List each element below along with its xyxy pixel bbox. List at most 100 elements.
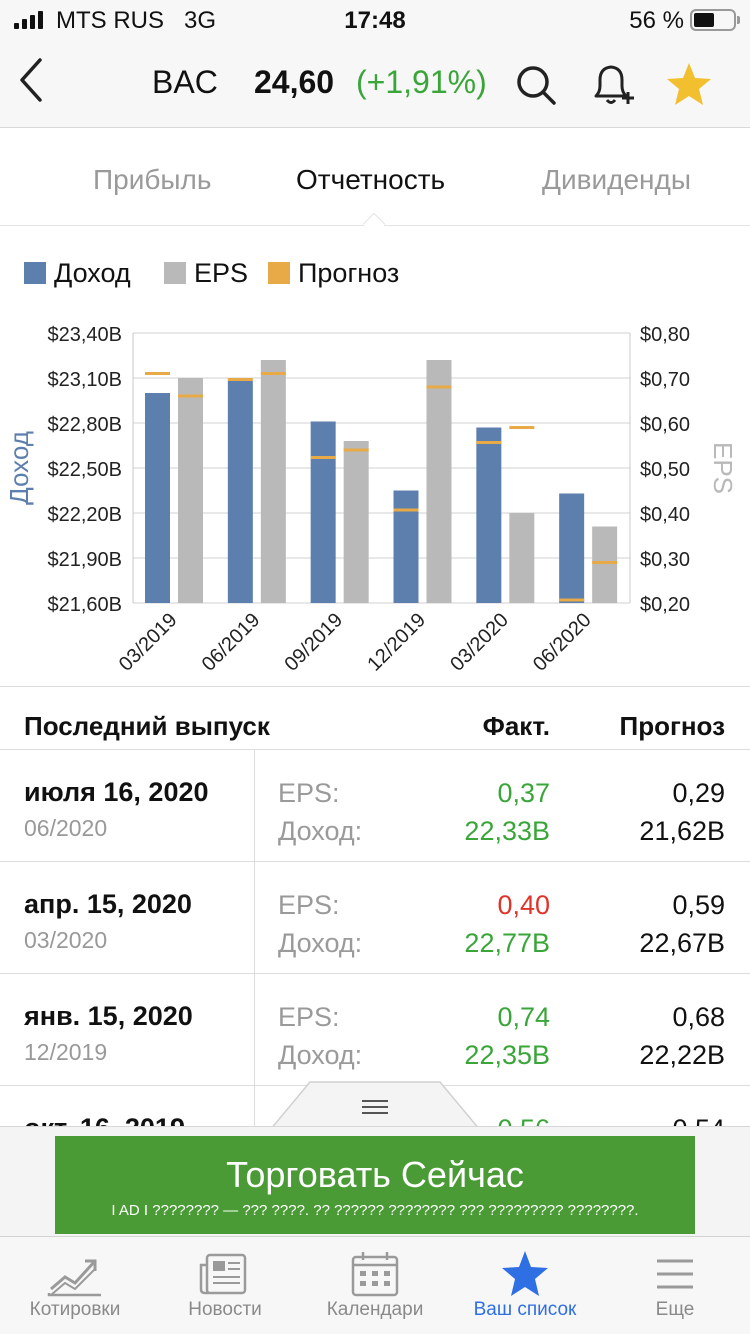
table-header: Последний выпуск Факт. Прогноз	[0, 686, 750, 750]
revenue-actual: 22,33B	[464, 816, 550, 846]
revenue-bar	[227, 381, 253, 603]
newspaper-icon	[199, 1253, 247, 1295]
ad-title: Торговать Сейчас	[226, 1154, 524, 1195]
fiscal-period: 06/2020	[24, 815, 108, 841]
tab-calendars[interactable]: Календари	[300, 1237, 450, 1334]
revenue-bar	[310, 421, 336, 603]
tab-profit[interactable]: Прибыль	[93, 164, 212, 195]
revenue-forecast-mark	[559, 598, 585, 602]
legend-revenue: Доход	[24, 256, 131, 290]
eps-bar	[592, 526, 618, 603]
tab-label: Новости	[188, 1299, 262, 1320]
eps-forecast: 0,68	[672, 1002, 725, 1032]
y2-axis-title: EPS	[708, 442, 738, 494]
eps-forecast: 0,29	[672, 778, 725, 808]
revenue-actual: 22,35B	[464, 1040, 550, 1070]
revenue-forecast-mark	[145, 372, 170, 375]
fiscal-period: 03/2020	[24, 927, 108, 953]
drawer-tab-shape	[268, 1081, 482, 1131]
tab-label: Котировки	[29, 1299, 121, 1320]
x-tick-label: 06/2020	[529, 609, 596, 676]
legend-swatch-revenue	[24, 262, 46, 284]
eps-forecast-mark	[260, 372, 286, 375]
y2-tick-label: $0,60	[640, 414, 690, 436]
table-row[interactable]: янв. 15, 2020 12/2019 EPS: Доход: 0,74 2…	[0, 974, 750, 1086]
star-icon	[502, 1251, 548, 1296]
watchlist-star-button[interactable]	[664, 60, 714, 110]
revenue-forecast-mark	[227, 378, 253, 381]
revenue-forecast: 22,67B	[639, 928, 725, 958]
eps-forecast-mark	[178, 394, 203, 398]
revenue-bar	[393, 490, 419, 603]
search-button[interactable]	[512, 62, 560, 110]
battery-percent: 56 %	[629, 7, 684, 34]
revenue-forecast-mark	[310, 456, 336, 459]
star-icon	[667, 63, 711, 105]
tab-quotes[interactable]: Котировки	[0, 1237, 150, 1334]
menu-icon	[362, 1100, 388, 1114]
tab-label: Календари	[326, 1299, 424, 1320]
eps-bar	[260, 360, 286, 603]
fiscal-period: 12/2019	[24, 1039, 108, 1065]
y-tick-label: $21,90B	[47, 549, 122, 571]
eps-forecast-mark	[592, 561, 618, 564]
legend-label: Прогноз	[298, 257, 400, 288]
revenue-forecast: 21,62B	[639, 816, 725, 846]
revenue-forecast-mark	[393, 508, 419, 512]
eps-label: EPS:	[278, 890, 340, 920]
eps-forecast-mark	[426, 385, 452, 389]
legend-label: EPS	[194, 257, 249, 288]
y-axis-title: Доход	[4, 431, 34, 505]
bell-plus-icon	[594, 65, 634, 104]
eps-bar	[509, 513, 535, 603]
y-tick-label: $22,80B	[47, 414, 122, 436]
column-divider	[254, 750, 255, 862]
revenue-label: Доход:	[278, 928, 363, 958]
x-tick-label: 12/2019	[363, 609, 430, 676]
revenue-actual: 22,77B	[464, 928, 550, 958]
header-actual: Факт.	[482, 711, 550, 741]
price-change: (+1,91%)	[356, 64, 487, 100]
tab-label: Ваш список	[473, 1299, 577, 1320]
eps-bar	[426, 360, 452, 603]
status-bar: MTS RUS 3G 17:48 56 %	[0, 0, 750, 40]
battery-icon	[690, 9, 740, 31]
legend-eps: EPS	[164, 256, 248, 290]
eps-forecast-mark	[509, 426, 535, 429]
eps-forecast-mark	[343, 448, 369, 452]
legend-label: Доход	[54, 257, 131, 288]
y2-tick-label: $0,80	[640, 324, 690, 346]
trade-now-ad-button[interactable]: Торговать Сейчас I AD I ???????? — ??? ?…	[55, 1136, 695, 1234]
tab-reports[interactable]: Отчетность	[296, 164, 446, 195]
signal-icon	[14, 11, 43, 29]
instrument-header: BAC 24,60 (+1,91%)	[0, 40, 750, 128]
back-button[interactable]	[14, 54, 54, 106]
x-tick-label: 06/2019	[198, 609, 265, 676]
table-row[interactable]: июля 16, 2020 06/2020 EPS: Доход: 0,37 2…	[0, 750, 750, 862]
release-date: янв. 15, 2020	[24, 1001, 193, 1031]
tab-dividends[interactable]: Дивиденды	[542, 164, 691, 195]
header-last-release: Последний выпуск	[24, 711, 270, 741]
earnings-chart: $23,40B $0,80 $23,10B $0,70 $22,80B $0,60 $22,…	[4, 324, 738, 676]
y2-tick-label: $0,50	[640, 459, 690, 481]
eps-actual: 0,37	[497, 778, 550, 808]
release-date: апр. 15, 2020	[24, 889, 192, 919]
earnings-table: июля 16, 2020 06/2020 EPS: Доход: 0,37 2…	[0, 750, 750, 1136]
menu-icon	[657, 1259, 693, 1289]
y2-tick-label: $0,30	[640, 549, 690, 571]
column-divider	[254, 974, 255, 1086]
revenue-bar	[145, 393, 170, 603]
revenue-bar	[559, 493, 585, 603]
tab-news[interactable]: Новости	[150, 1237, 300, 1334]
header-forecast: Прогноз	[619, 711, 725, 741]
eps-actual: 0,40	[497, 890, 550, 920]
y-tick-label: $23,40B	[47, 324, 122, 346]
drawer-handle[interactable]	[268, 1080, 482, 1131]
ad-disclaimer: I AD I ???????? — ??? ????. ?? ?????? ??…	[111, 1202, 639, 1219]
legend-swatch-forecast	[268, 262, 290, 284]
chart-trend-icon	[47, 1259, 101, 1297]
tab-watchlist[interactable]: Ваш список	[450, 1237, 600, 1334]
table-row[interactable]: апр. 15, 2020 03/2020 EPS: Доход: 0,40 2…	[0, 862, 750, 974]
tab-more[interactable]: Еще	[600, 1237, 750, 1334]
add-alert-button[interactable]	[588, 60, 638, 110]
